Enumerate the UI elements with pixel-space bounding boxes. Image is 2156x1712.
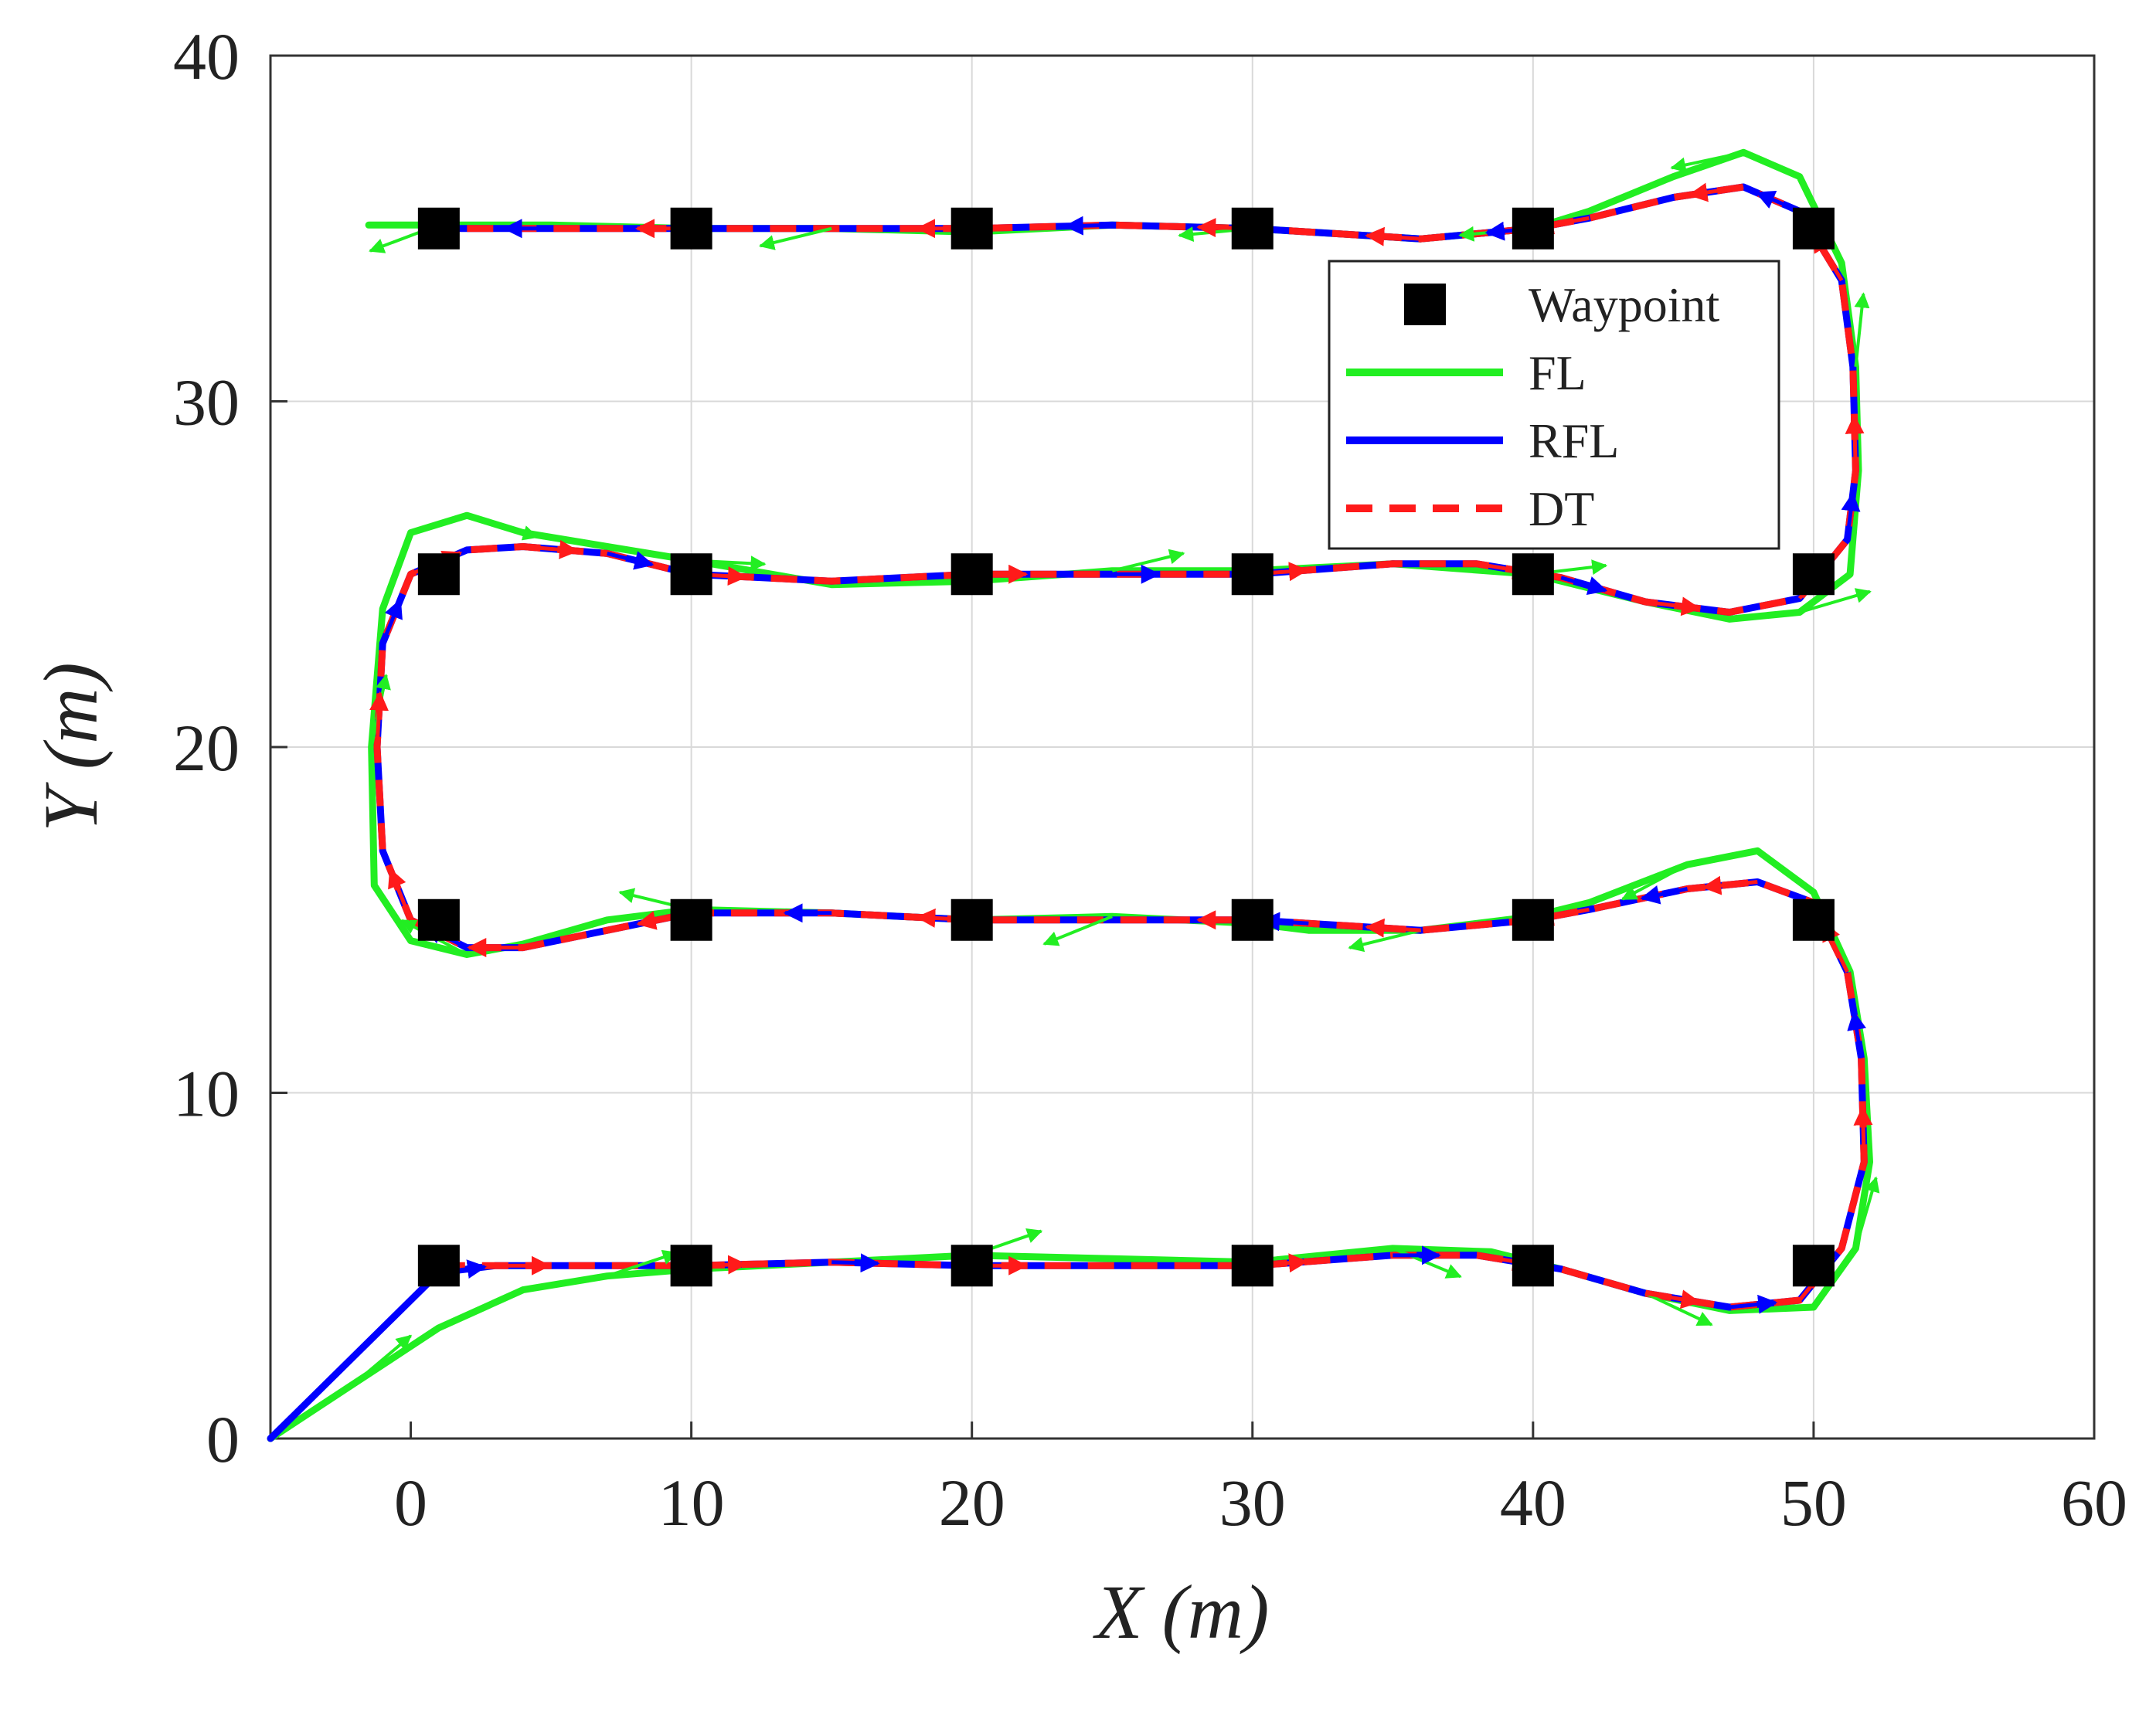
heading-arrow-dt — [1365, 226, 1421, 246]
x-tick-label: 60 — [2061, 1466, 2127, 1540]
waypoint-marker — [670, 1245, 712, 1287]
heading-arrow-fl — [1620, 863, 1688, 901]
waypoints — [417, 207, 1835, 1287]
heading-arrow-dt — [1644, 1289, 1701, 1309]
grid — [270, 56, 2094, 1439]
waypoint-marker — [670, 898, 712, 941]
heading-arrow-dt — [388, 868, 413, 921]
legend: Waypoint FL RFL DT — [1328, 260, 1780, 550]
heading-arrow-dt — [1853, 1106, 1873, 1163]
waypoint-marker — [1512, 553, 1554, 596]
x-tick-label: 30 — [1219, 1466, 1286, 1540]
series-line-dt — [373, 183, 1868, 1311]
waypoint-marker — [950, 1245, 993, 1287]
waypoint-marker — [417, 207, 460, 250]
heading-arrow-fl — [1111, 549, 1185, 572]
heading-arrow-rfl — [1841, 491, 1861, 540]
heading-arrow-fl — [1644, 1292, 1713, 1326]
heading-arrows — [353, 151, 1880, 1384]
waypoint-marker — [950, 898, 993, 941]
heading-arrow-fl — [466, 514, 539, 541]
heading-arrow-dt — [1702, 875, 1758, 895]
waypoint-marker — [417, 898, 460, 941]
waypoint-marker — [1792, 553, 1835, 596]
heading-arrow-rfl — [831, 1253, 880, 1273]
waypoint-marker — [1231, 553, 1274, 596]
legend-label-rfl: RFL — [1529, 413, 1619, 468]
heading-arrow-rfl — [1063, 216, 1113, 236]
heading-arrow-fl — [1348, 929, 1422, 953]
axes: 0 10 20 30 40 50 60 0 10 20 30 40 — [173, 19, 2127, 1540]
waypoint-marker — [670, 553, 712, 596]
waypoint-marker — [1231, 898, 1274, 941]
heading-arrow-rfl — [1729, 1294, 1778, 1314]
x-tick-label: 40 — [1500, 1466, 1566, 1540]
legend-label-waypoint: Waypoint — [1529, 277, 1719, 332]
x-tick-label: 20 — [939, 1466, 1005, 1540]
x-axis-label: X (m) — [1093, 1569, 1270, 1655]
waypoint-marker — [1512, 207, 1554, 250]
y-tick-label: 30 — [173, 365, 240, 440]
heading-arrow-fl — [1854, 292, 1870, 367]
heading-arrow-fl — [1042, 915, 1113, 946]
x-tick-label: 10 — [658, 1466, 725, 1540]
waypoint-marker — [1792, 1245, 1835, 1287]
waypoint-marker — [1792, 207, 1835, 250]
heading-arrow-fl — [1799, 588, 1872, 614]
heading-arrow-fl — [758, 226, 832, 250]
legend-label-fl: FL — [1529, 345, 1586, 400]
heading-arrow-dt — [1688, 182, 1744, 202]
heading-arrow-dt — [1644, 596, 1702, 617]
waypoint-marker — [1231, 1245, 1274, 1287]
y-tick-label: 20 — [173, 711, 240, 785]
heading-arrow-fl — [1670, 151, 1744, 173]
heading-arrow-dt — [522, 539, 580, 559]
waypoint-marker — [950, 553, 993, 596]
waypoint-marker — [1792, 898, 1835, 941]
y-tick-label: 0 — [206, 1402, 240, 1476]
y-axis-label: Y (m) — [28, 662, 114, 831]
heading-arrow-fl — [353, 1334, 413, 1384]
waypoint-marker — [1231, 207, 1274, 250]
heading-arrow-rfl — [1560, 576, 1608, 596]
x-tick-label: 50 — [1780, 1466, 1847, 1540]
legend-waypoint-marker — [1404, 284, 1446, 325]
y-tick-label: 40 — [173, 19, 240, 93]
heading-arrow-dt — [369, 691, 389, 748]
heading-arrow-dt — [1845, 414, 1865, 471]
waypoint-marker — [1512, 898, 1554, 941]
heading-arrow-rfl — [1640, 885, 1688, 905]
y-tick-label: 10 — [173, 1057, 240, 1131]
heading-arrow-rfl — [1755, 191, 1801, 213]
waypoint-marker — [417, 553, 460, 596]
x-tick-label: 0 — [394, 1466, 427, 1540]
heading-arrow-fl — [1854, 1176, 1880, 1249]
waypoint-marker — [1512, 1245, 1554, 1287]
waypoint-marker — [417, 1245, 460, 1287]
heading-arrow-dt — [1365, 918, 1421, 938]
heading-arrow-rfl — [380, 598, 403, 644]
waypoint-marker — [670, 207, 712, 250]
heading-arrow-rfl — [607, 551, 655, 570]
legend-label-dt: DT — [1529, 481, 1594, 536]
heading-arrow-rfl — [1847, 1011, 1866, 1059]
heading-arrow-fl — [607, 1249, 678, 1278]
waypoint-marker — [950, 207, 993, 250]
